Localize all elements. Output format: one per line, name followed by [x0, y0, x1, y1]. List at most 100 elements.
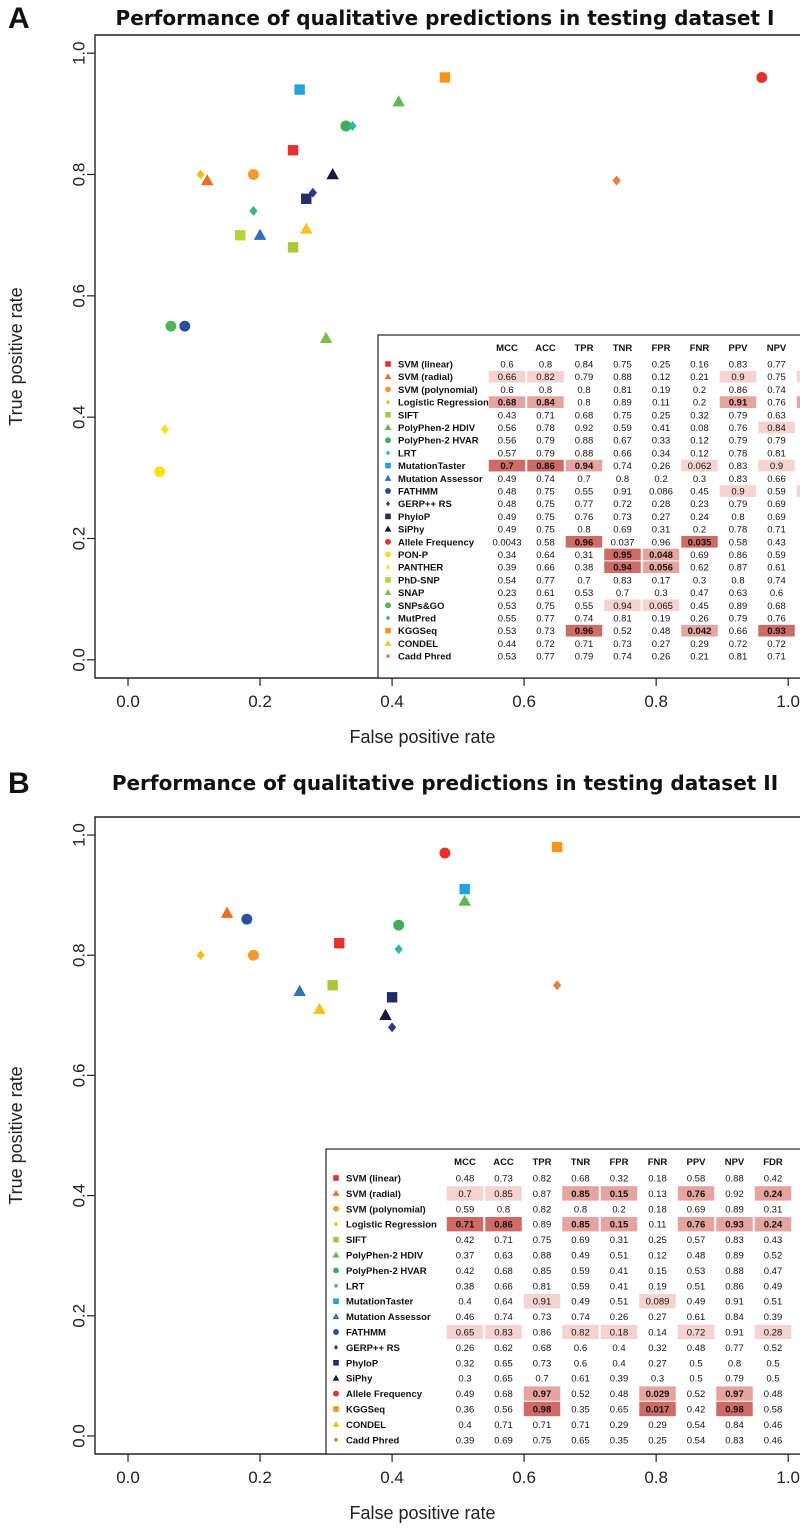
table-cell: 0.48 [456, 1174, 475, 1185]
data-point [319, 331, 333, 343]
cell-highlight [565, 535, 603, 548]
table-header: TPR [533, 1157, 552, 1168]
table-cell: 0.66 [536, 563, 555, 574]
data-point [249, 205, 258, 216]
table-cell: 0.15 [648, 1266, 667, 1277]
table-cell: 0.64 [494, 1297, 513, 1308]
panel-letter: B [8, 767, 30, 800]
table-cell: 0.65 [456, 1328, 475, 1339]
table-cell: 0.77 [536, 575, 555, 586]
table-header: FNR [648, 1157, 668, 1168]
data-points [196, 841, 563, 1033]
legend-marker [385, 538, 391, 545]
legend-label: SIFT [398, 410, 419, 421]
table-cell: 0.42 [687, 1405, 706, 1416]
data-point [313, 1002, 326, 1014]
data-point [551, 841, 563, 853]
table-cell: 0.6 [770, 588, 783, 599]
x-axis: 0.0 0.2 0.4 0.6 0.8 1.0 [116, 678, 800, 711]
legend-marker [332, 1189, 340, 1196]
legend-label: PhyloP [346, 1358, 379, 1369]
table-cell: 0.8 [539, 385, 552, 396]
cell-highlight [754, 1186, 792, 1201]
table-cell: 0.8 [731, 575, 744, 586]
table-header: FDR [763, 1157, 783, 1168]
table-cell: 0.8 [539, 360, 552, 371]
data-point [247, 169, 259, 180]
y-tick-label: 0.6 [70, 284, 89, 308]
table-cell: 0.49 [456, 1389, 475, 1400]
table-cell: 0.72 [767, 639, 786, 650]
y-tick-label: 0.4 [70, 1184, 89, 1208]
table-cell: 0.78 [536, 423, 555, 434]
legend-label: Cadd Phred [398, 652, 452, 663]
table-cell: 0.53 [498, 601, 517, 612]
table-cell: 0.98 [725, 1405, 744, 1416]
table-cell: 0.33 [652, 436, 671, 447]
table-cell: 0.96 [652, 537, 671, 548]
table-cell: 0.75 [536, 512, 555, 523]
table-cell: 0.75 [613, 410, 632, 421]
data-point [196, 950, 205, 961]
table-cell: 0.75 [533, 1235, 552, 1246]
table-cell: 0.12 [652, 372, 671, 383]
legend-marker [384, 373, 392, 380]
table-cell: 0.27 [652, 639, 671, 650]
table-cell: 0.68 [533, 1343, 552, 1354]
table-cell: 0.59 [767, 550, 786, 561]
table-cell: 0.71 [767, 652, 786, 663]
cell-highlight [677, 1186, 715, 1201]
table-cell: 0.6 [500, 360, 513, 371]
table-cell: 0.29 [610, 1420, 629, 1431]
cell-highlight [681, 535, 718, 548]
table-cell: 0.65 [494, 1374, 513, 1385]
table-cell: 0.68 [571, 1174, 590, 1185]
legend-marker [385, 437, 391, 444]
table-cell: 0.49 [764, 1281, 783, 1292]
table-header: FPR [652, 343, 671, 354]
legend-label: MutationTaster [398, 461, 466, 472]
legend-label: Cadd Phred [346, 1435, 400, 1446]
table-cell: 0.49 [687, 1297, 706, 1308]
table-cell: 0.28 [652, 499, 671, 510]
legend-label: SVM (radial) [346, 1189, 401, 1200]
table-cell: 0.75 [613, 360, 632, 371]
x-axis-label: False positive rate [349, 1503, 495, 1523]
table-cell: 0.78 [729, 525, 748, 536]
data-point [253, 228, 267, 240]
table-cell: 0.81 [613, 385, 632, 396]
y-axis: 0.0 0.2 0.4 0.6 0.8 1.0 [70, 41, 95, 672]
table-cell: 0.51 [764, 1297, 783, 1308]
table-cell: 0.6 [574, 1358, 587, 1369]
y-tick-label: 0.2 [70, 527, 89, 551]
data-point [308, 187, 317, 198]
table-header: TNR [613, 343, 633, 354]
table-cell: 0.42 [456, 1266, 475, 1277]
cell-highlight [446, 1186, 484, 1201]
table-cell: 0.8 [577, 385, 590, 396]
table-cell: 0.71 [494, 1235, 513, 1246]
cell-highlight [758, 459, 795, 472]
table-cell: 0.57 [687, 1235, 706, 1246]
legend-marker [333, 1437, 339, 1443]
cell-highlight [719, 396, 757, 408]
legend-label: PON-P [398, 550, 429, 561]
table-cell: 0.62 [690, 563, 709, 574]
legend-marker [385, 577, 391, 583]
y-axis: 0.0 0.2 0.4 0.6 0.8 1.0 [70, 823, 95, 1448]
table-cell: 0.12 [690, 448, 709, 459]
table-cell: 0.86 [533, 1328, 552, 1339]
table-cell: 0.68 [767, 601, 786, 612]
table-cell: 0.13 [648, 1189, 667, 1200]
data-point [294, 84, 305, 95]
table-cell: 0.75 [533, 1435, 552, 1446]
table-cell: 0.79 [536, 448, 555, 459]
y-tick-label: 0.6 [70, 1064, 89, 1088]
table-cell: 0.35 [571, 1405, 590, 1416]
table-cell: 0.71 [533, 1420, 552, 1431]
legend-marker [385, 399, 391, 405]
data-point [301, 193, 312, 204]
table-header: MCC [454, 1157, 476, 1168]
table-cell: 0.74 [613, 461, 632, 472]
table-cell: 0.086 [649, 487, 673, 498]
